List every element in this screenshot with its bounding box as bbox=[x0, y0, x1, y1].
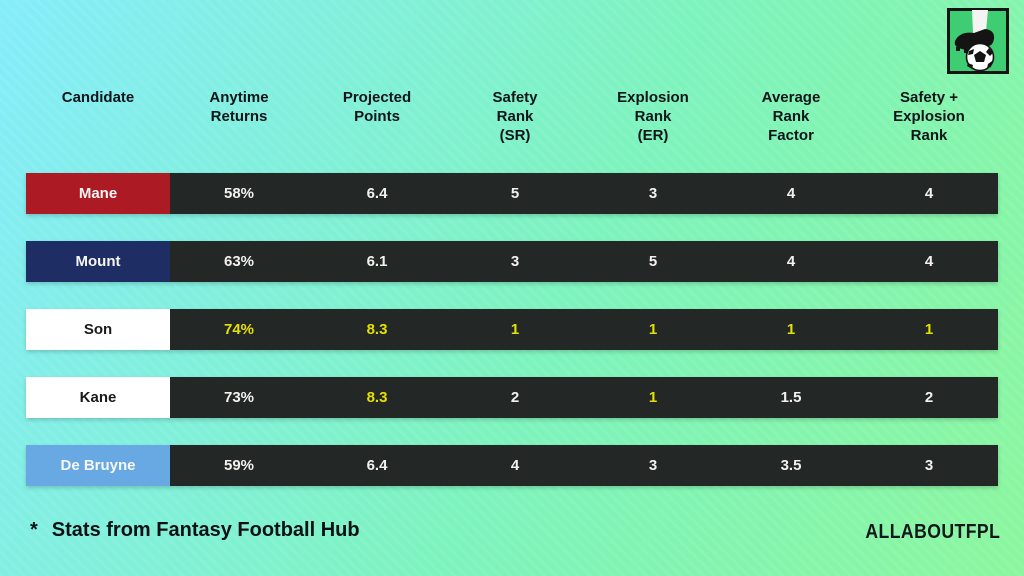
stat-cell: 6.4 bbox=[308, 173, 446, 214]
stat-cell: 1.5 bbox=[722, 377, 860, 418]
stat-cell: 1 bbox=[722, 309, 860, 350]
stat-cell: 5 bbox=[446, 173, 584, 214]
footnote-text: Stats from Fantasy Football Hub bbox=[51, 519, 360, 541]
table-row-de-bruyne: De Bruyne 59% 6.4 4 3 3.5 3 bbox=[26, 445, 998, 486]
stat-cell: 3.5 bbox=[722, 445, 860, 486]
header-candidate: Candidate bbox=[61, 89, 135, 106]
header-average-rank-factor: Average Rank Factor bbox=[761, 89, 821, 144]
header-projected-points: Projected Points bbox=[342, 89, 412, 125]
stat-cell: 6.1 bbox=[308, 241, 446, 282]
stat-cell: 63% bbox=[170, 241, 308, 282]
footnote-asterisk: * bbox=[30, 519, 38, 541]
stat-cell: 6.4 bbox=[308, 445, 446, 486]
stat-cell: 58% bbox=[170, 173, 308, 214]
table-row-kane: Kane 73% 8.3 2 1 1.5 2 bbox=[26, 377, 998, 418]
stat-cell: 73% bbox=[170, 377, 308, 418]
stat-cell: 59% bbox=[170, 445, 308, 486]
stat-cell: 2 bbox=[860, 377, 998, 418]
source-note: * Stats from Fantasy Football Hub bbox=[30, 519, 360, 542]
stat-cell: 8.3 bbox=[308, 309, 446, 350]
candidate-label: Son bbox=[26, 309, 170, 350]
stat-cell: 4 bbox=[722, 241, 860, 282]
table-row-mane: Mane 58% 6.4 5 3 4 4 bbox=[26, 173, 998, 214]
stat-cell: 5 bbox=[584, 241, 722, 282]
stat-cell: 3 bbox=[446, 241, 584, 282]
candidate-label: De Bruyne bbox=[26, 445, 170, 486]
header-safety-rank: Safety Rank (SR) bbox=[492, 89, 538, 144]
stat-cell: 1 bbox=[584, 309, 722, 350]
stat-cell: 1 bbox=[584, 377, 722, 418]
table-header-row: Candidate Anytime Returns Projected Poin… bbox=[26, 88, 998, 145]
stat-cell: 1 bbox=[446, 309, 584, 350]
header-anytime-returns: Anytime Returns bbox=[209, 89, 269, 125]
stat-cell: 3 bbox=[584, 173, 722, 214]
header-explosion-rank: Explosion Rank (ER) bbox=[617, 89, 689, 144]
header-safety-explosion-rank: Safety + Explosion Rank bbox=[893, 89, 965, 144]
stat-cell: 3 bbox=[860, 445, 998, 486]
stat-cell: 1 bbox=[860, 309, 998, 350]
stat-cell: 4 bbox=[860, 241, 998, 282]
stat-cell: 74% bbox=[170, 309, 308, 350]
football-boot-ball-icon bbox=[947, 8, 1009, 74]
table-row-son: Son 74% 8.3 1 1 1 1 bbox=[26, 309, 998, 350]
stat-cell: 4 bbox=[722, 173, 860, 214]
stat-cell: 4 bbox=[446, 445, 584, 486]
stat-cell: 3 bbox=[584, 445, 722, 486]
candidate-label: Mane bbox=[26, 173, 170, 214]
brand-wordmark: ALLABOUTFPL bbox=[865, 521, 1000, 543]
stat-cell: 4 bbox=[860, 173, 998, 214]
table-body: Mane 58% 6.4 5 3 4 4 Mount 63% 6.1 3 5 4… bbox=[26, 173, 998, 513]
table-row-mount: Mount 63% 6.1 3 5 4 4 bbox=[26, 241, 998, 282]
candidate-label: Kane bbox=[26, 377, 170, 418]
stat-cell: 2 bbox=[446, 377, 584, 418]
candidate-label: Mount bbox=[26, 241, 170, 282]
stat-cell: 8.3 bbox=[308, 377, 446, 418]
